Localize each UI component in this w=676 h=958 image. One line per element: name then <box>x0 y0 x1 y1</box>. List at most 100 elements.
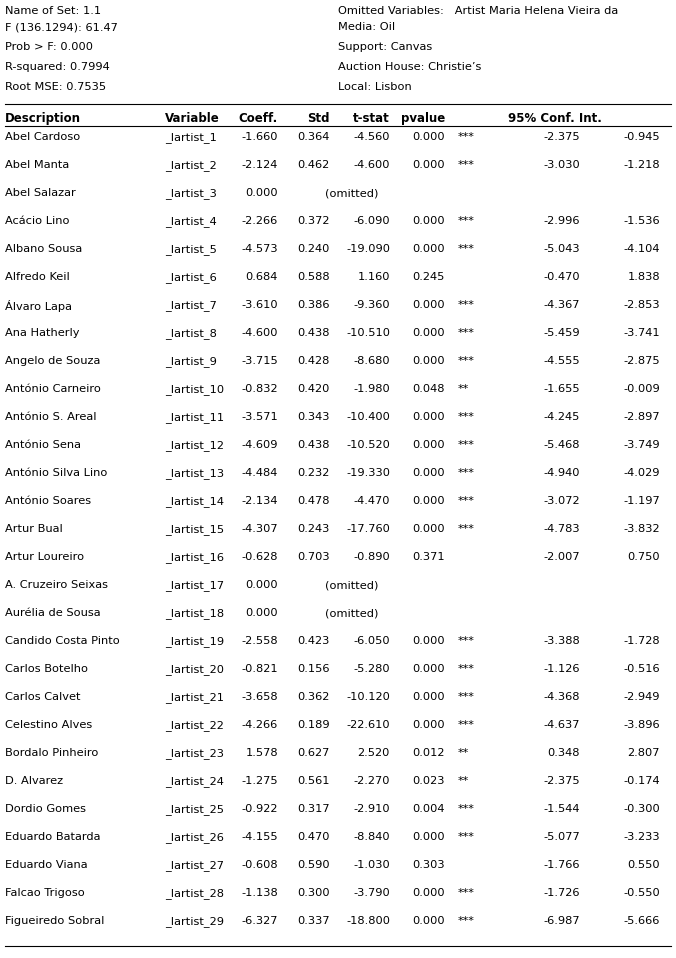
Text: 0.550: 0.550 <box>627 860 660 870</box>
Text: (omitted): (omitted) <box>325 580 379 590</box>
Text: 0.372: 0.372 <box>297 216 330 226</box>
Text: António Carneiro: António Carneiro <box>5 384 101 394</box>
Text: -3.072: -3.072 <box>544 496 580 506</box>
Text: ***: *** <box>458 692 475 702</box>
Text: -5.043: -5.043 <box>544 244 580 254</box>
Text: 0.000: 0.000 <box>412 916 445 926</box>
Text: -8.680: -8.680 <box>354 356 390 366</box>
Text: Álvaro Lapa: Álvaro Lapa <box>5 300 72 312</box>
Text: -6.090: -6.090 <box>354 216 390 226</box>
Text: _Iartist_29: _Iartist_29 <box>165 916 224 927</box>
Text: 0.189: 0.189 <box>297 720 330 730</box>
Text: 0.023: 0.023 <box>412 776 445 786</box>
Text: Coeff.: Coeff. <box>239 112 278 125</box>
Text: Figueiredo Sobral: Figueiredo Sobral <box>5 916 104 926</box>
Text: -1.660: -1.660 <box>241 132 278 142</box>
Text: pvalue: pvalue <box>401 112 445 125</box>
Text: -3.715: -3.715 <box>241 356 278 366</box>
Text: Std: Std <box>308 112 330 125</box>
Text: 0.000: 0.000 <box>412 664 445 674</box>
Text: -1.544: -1.544 <box>544 804 580 814</box>
Text: 0.362: 0.362 <box>297 692 330 702</box>
Text: 0.428: 0.428 <box>297 356 330 366</box>
Text: _Iartist_8: _Iartist_8 <box>165 328 217 339</box>
Text: -2.375: -2.375 <box>544 776 580 786</box>
Text: -0.832: -0.832 <box>241 384 278 394</box>
Text: 0.156: 0.156 <box>297 664 330 674</box>
Text: -4.307: -4.307 <box>241 524 278 534</box>
Text: D. Alvarez: D. Alvarez <box>5 776 63 786</box>
Text: 0.004: 0.004 <box>412 804 445 814</box>
Text: 0.750: 0.750 <box>627 552 660 562</box>
Text: 0.470: 0.470 <box>297 832 330 842</box>
Text: -0.300: -0.300 <box>623 804 660 814</box>
Text: R-squared: 0.7994: R-squared: 0.7994 <box>5 62 110 72</box>
Text: _Iartist_6: _Iartist_6 <box>165 272 217 283</box>
Text: Auction House: Christie’s: Auction House: Christie’s <box>338 62 481 72</box>
Text: Falcao Trigoso: Falcao Trigoso <box>5 888 84 898</box>
Text: (omitted): (omitted) <box>325 608 379 618</box>
Text: _Iartist_7: _Iartist_7 <box>165 300 217 311</box>
Text: Root MSE: 0.7535: Root MSE: 0.7535 <box>5 82 106 92</box>
Text: _Iartist_16: _Iartist_16 <box>165 552 224 563</box>
Text: Acácio Lino: Acácio Lino <box>5 216 70 226</box>
Text: -2.558: -2.558 <box>241 636 278 646</box>
Text: _Iartist_11: _Iartist_11 <box>165 412 224 422</box>
Text: Angelo de Souza: Angelo de Souza <box>5 356 100 366</box>
Text: -0.628: -0.628 <box>241 552 278 562</box>
Text: ***: *** <box>458 160 475 170</box>
Text: -6.987: -6.987 <box>544 916 580 926</box>
Text: _Iartist_27: _Iartist_27 <box>165 860 224 871</box>
Text: 0.000: 0.000 <box>412 216 445 226</box>
Text: ***: *** <box>458 244 475 254</box>
Text: 0.000: 0.000 <box>412 720 445 730</box>
Text: 0.000: 0.000 <box>412 888 445 898</box>
Text: -4.104: -4.104 <box>623 244 660 254</box>
Text: ***: *** <box>458 412 475 422</box>
Text: -5.468: -5.468 <box>544 440 580 450</box>
Text: 0.000: 0.000 <box>412 692 445 702</box>
Text: 1.838: 1.838 <box>627 272 660 282</box>
Text: -9.360: -9.360 <box>354 300 390 310</box>
Text: -3.388: -3.388 <box>544 636 580 646</box>
Text: 0.420: 0.420 <box>297 384 330 394</box>
Text: -4.155: -4.155 <box>241 832 278 842</box>
Text: 0.343: 0.343 <box>297 412 330 422</box>
Text: 2.520: 2.520 <box>358 748 390 758</box>
Text: Eduardo Viana: Eduardo Viana <box>5 860 88 870</box>
Text: 0.386: 0.386 <box>297 300 330 310</box>
Text: -4.609: -4.609 <box>241 440 278 450</box>
Text: ***: *** <box>458 300 475 310</box>
Text: A. Cruzeiro Seixas: A. Cruzeiro Seixas <box>5 580 108 590</box>
Text: Prob > F: 0.000: Prob > F: 0.000 <box>5 42 93 52</box>
Text: -19.330: -19.330 <box>346 468 390 478</box>
Text: _Iartist_5: _Iartist_5 <box>165 244 217 255</box>
Text: -1.126: -1.126 <box>544 664 580 674</box>
Text: _Iartist_10: _Iartist_10 <box>165 384 224 395</box>
Text: -4.484: -4.484 <box>241 468 278 478</box>
Text: -4.245: -4.245 <box>544 412 580 422</box>
Text: _Iartist_3: _Iartist_3 <box>165 188 217 199</box>
Text: _Iartist_21: _Iartist_21 <box>165 692 224 703</box>
Text: -2.996: -2.996 <box>544 216 580 226</box>
Text: Celestino Alves: Celestino Alves <box>5 720 92 730</box>
Text: Abel Salazar: Abel Salazar <box>5 188 76 198</box>
Text: _Iartist_14: _Iartist_14 <box>165 496 224 507</box>
Text: 0.371: 0.371 <box>412 552 445 562</box>
Text: Artur Loureiro: Artur Loureiro <box>5 552 84 562</box>
Text: -4.600: -4.600 <box>354 160 390 170</box>
Text: -2.949: -2.949 <box>623 692 660 702</box>
Text: 0.000: 0.000 <box>412 356 445 366</box>
Text: -4.367: -4.367 <box>544 300 580 310</box>
Text: Abel Manta: Abel Manta <box>5 160 69 170</box>
Text: António Sena: António Sena <box>5 440 81 450</box>
Text: F (136.1294): 61.47: F (136.1294): 61.47 <box>5 22 118 32</box>
Text: -3.610: -3.610 <box>241 300 278 310</box>
Text: 0.684: 0.684 <box>245 272 278 282</box>
Text: 0.000: 0.000 <box>412 636 445 646</box>
Text: -0.922: -0.922 <box>241 804 278 814</box>
Text: 0.300: 0.300 <box>297 888 330 898</box>
Text: _Iartist_20: _Iartist_20 <box>165 664 224 674</box>
Text: -3.749: -3.749 <box>623 440 660 450</box>
Text: Eduardo Batarda: Eduardo Batarda <box>5 832 101 842</box>
